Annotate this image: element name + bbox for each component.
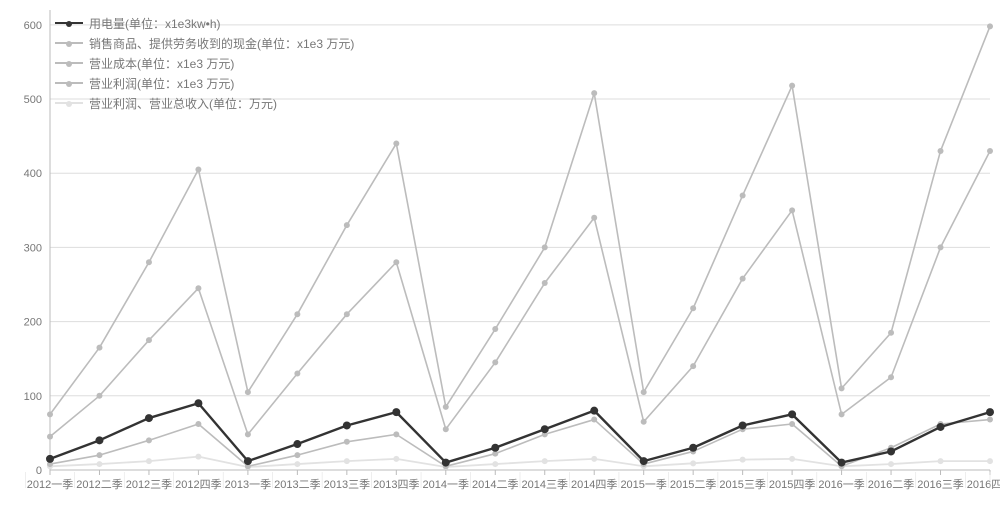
legend-label: 营业利润(单位：x1e3 万元)	[89, 75, 234, 92]
svg-text:2012二季: 2012二季	[76, 478, 122, 491]
svg-text:2014四季: 2014四季	[571, 478, 617, 491]
legend-item: 销售商品、提供劳务收到的现金(单位：x1e3 万元)	[55, 34, 354, 52]
legend: 用电量(单位：x1e3kw•h) 销售商品、提供劳务收到的现金(单位：x1e3 万…	[55, 14, 354, 114]
svg-text:2015三季: 2015三季	[719, 478, 765, 491]
svg-text:2015四季: 2015四季	[769, 478, 815, 491]
legend-swatch	[55, 82, 83, 84]
svg-text:2015二季: 2015二季	[670, 478, 716, 491]
svg-text:0: 0	[36, 465, 42, 477]
svg-text:2012四季: 2012四季	[175, 478, 221, 491]
svg-text:2016四季: 2016四季	[967, 478, 1000, 491]
svg-text:300: 300	[24, 242, 42, 254]
legend-item: 营业利润(单位：x1e3 万元)	[55, 74, 354, 92]
legend-label: 销售商品、提供劳务收到的现金(单位：x1e3 万元)	[89, 35, 354, 52]
svg-text:2016三季: 2016三季	[917, 478, 963, 491]
legend-swatch	[55, 62, 83, 64]
svg-text:500: 500	[24, 94, 42, 106]
svg-text:2016一季: 2016一季	[818, 478, 864, 491]
legend-swatch	[55, 22, 83, 24]
svg-text:100: 100	[24, 391, 42, 403]
legend-label: 营业成本(单位：x1e3 万元)	[89, 55, 234, 72]
legend-swatch	[55, 42, 83, 44]
svg-text:2015一季: 2015一季	[620, 478, 666, 491]
legend-item: 营业利润、营业总收入(单位：万元)	[55, 94, 354, 112]
svg-text:400: 400	[24, 168, 42, 180]
svg-text:2014二季: 2014二季	[472, 478, 518, 491]
legend-swatch	[55, 102, 83, 104]
svg-text:200: 200	[24, 317, 42, 329]
line-chart: 01002003004005006002012一季2012二季2012三季201…	[0, 0, 1000, 509]
svg-text:2013一季: 2013一季	[225, 478, 271, 491]
svg-text:2014三季: 2014三季	[521, 478, 567, 491]
svg-text:2013三季: 2013三季	[324, 478, 370, 491]
svg-text:2016二季: 2016二季	[868, 478, 914, 491]
legend-item: 用电量(单位：x1e3kw•h)	[55, 14, 354, 32]
legend-item: 营业成本(单位：x1e3 万元)	[55, 54, 354, 72]
svg-text:2013四季: 2013四季	[373, 478, 419, 491]
svg-text:2013二季: 2013二季	[274, 478, 320, 491]
svg-text:2012三季: 2012三季	[126, 478, 172, 491]
legend-label: 用电量(单位：x1e3kw•h)	[89, 15, 221, 32]
svg-text:2012一季: 2012一季	[27, 478, 73, 491]
svg-text:600: 600	[24, 20, 42, 32]
svg-text:2014一季: 2014一季	[423, 478, 469, 491]
legend-label: 营业利润、营业总收入(单位：万元)	[89, 95, 277, 112]
